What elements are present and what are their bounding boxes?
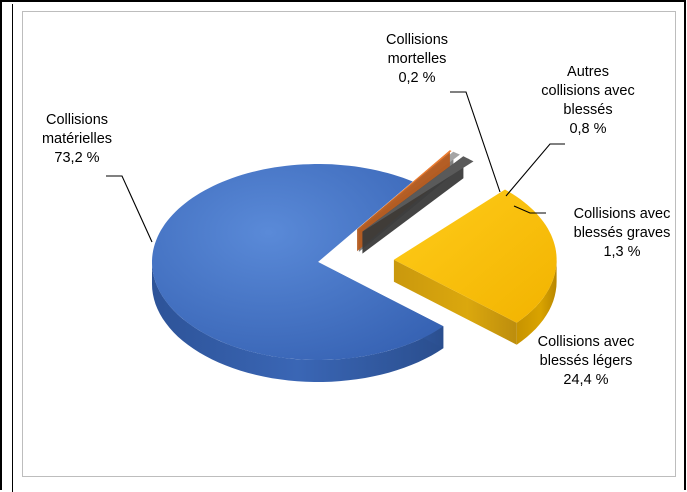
data-label-5: Collisions avec blessés légers 24,4 % — [538, 334, 635, 388]
data-label-1: Collisions matérielles 73,2 % — [42, 112, 112, 166]
pie-slice-top — [393, 189, 557, 323]
leader-line-1 — [106, 175, 153, 243]
pie-slice-top — [152, 164, 444, 360]
pie-slice-top — [362, 156, 474, 232]
leader-line-2 — [450, 91, 501, 193]
chart-area — [22, 11, 676, 477]
pie-slice-side — [152, 262, 444, 382]
pie-slice-cut — [393, 259, 517, 345]
pie-slice-side — [516, 259, 557, 345]
pie-slice-1 — [152, 164, 444, 382]
pie-slice-top — [357, 150, 452, 230]
leader-line-4 — [513, 205, 546, 214]
data-label-2: Collisions mortelles 0,2 % — [386, 32, 448, 86]
frame-divider — [12, 4, 13, 492]
data-label-4: Collisions avec blessés graves 1,3 % — [574, 206, 671, 260]
pie-slice-4 — [362, 156, 474, 254]
leader-line-3 — [505, 143, 565, 197]
data-label-3: Autres collisions avec blessés 0,8 % — [541, 64, 635, 137]
pie-slice-5 — [393, 189, 557, 345]
